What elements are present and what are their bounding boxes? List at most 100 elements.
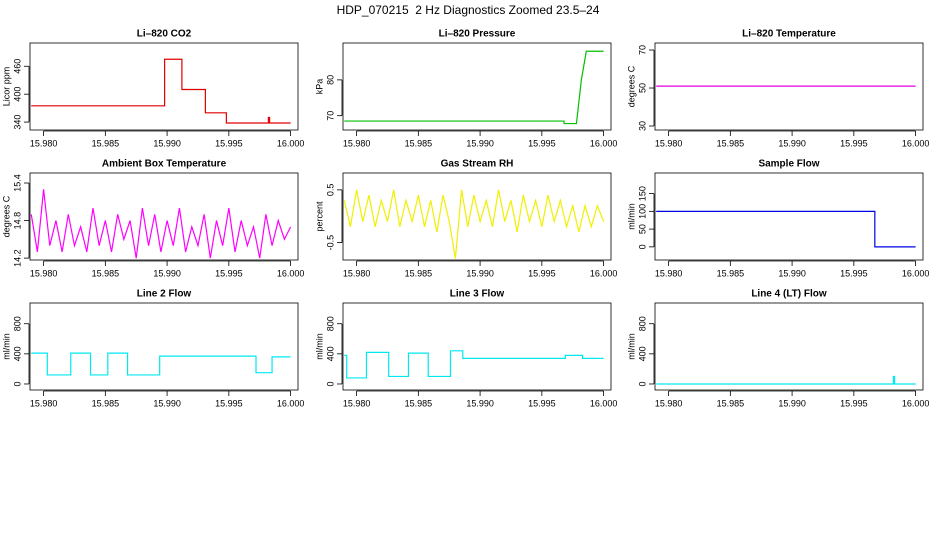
y-tick-label: 80 [325, 75, 335, 85]
x-tick-label: 15.990 [153, 268, 181, 278]
panel-title: Sample Flow [758, 159, 819, 170]
panel-title: Line 3 Flow [450, 289, 505, 300]
x-tick-label: 15.995 [215, 138, 243, 148]
x-tick-label: 15.995 [528, 398, 556, 408]
plot-area [344, 350, 604, 379]
plot-frame [342, 302, 612, 391]
x-tick-label: 15.990 [466, 138, 494, 148]
panel: Line 3 Flow 15.980 15.985 15.990 15.995 16.00… [314, 289, 617, 409]
x-tick-label: 15.980 [30, 398, 58, 408]
y-axis-label: Licor ppm [1, 67, 11, 107]
page-title: HDP_070215 2 Hz Diagnostics Zoomed 23.5–… [337, 3, 600, 17]
y-tick-label: 50 [637, 224, 647, 234]
y-axis-label: kPa [314, 79, 324, 95]
panel-title: Li–820 CO2 [137, 29, 192, 40]
x-tick-label: 15.985 [92, 138, 120, 148]
panel: Li–820 CO2 15.980 15.985 15.990 15.995 16.000… [1, 29, 304, 149]
x-tick-label: 15.980 [30, 268, 58, 278]
panel-title: Li–820 Temperature [742, 29, 836, 40]
x-tick-label: 16.000 [277, 138, 305, 148]
panel-title: Ambient Box Temperature [102, 159, 227, 170]
data-line [343, 189, 605, 259]
plot-frame [654, 42, 924, 131]
panel-title: Line 2 Flow [137, 289, 192, 300]
x-tick-label: 15.980 [343, 398, 371, 408]
y-axis-label: degrees C [626, 65, 636, 107]
y-tick-label: 14.2 [12, 249, 22, 267]
plot-frame [29, 42, 299, 131]
x-tick-label: 15.985 [405, 268, 433, 278]
y-tick-label: 400 [325, 346, 335, 361]
plot-area [656, 375, 916, 385]
x-tick-label: 16.000 [902, 268, 930, 278]
x-tick-label: 16.000 [277, 398, 305, 408]
y-axis-label: ml/min [314, 333, 324, 360]
panel: Li–820 Pressure 15.980 15.985 15.990 15.995 1… [314, 29, 617, 149]
y-tick-label: 70 [637, 45, 647, 55]
panel: Sample Flow 15.980 15.985 15.990 15.995 16.00… [626, 159, 929, 279]
x-tick-label: 15.985 [92, 268, 120, 278]
x-tick-label: 15.985 [405, 398, 433, 408]
x-tick-label: 16.000 [902, 398, 930, 408]
x-tick-label: 16.000 [277, 268, 305, 278]
x-tick-label: 15.990 [778, 398, 806, 408]
plot-area [656, 210, 916, 248]
panel: Gas Stream RH 15.980 15.985 15.990 15.995 16.… [314, 159, 617, 279]
y-tick-label: 0 [637, 381, 647, 386]
x-tick-label: 16.000 [590, 138, 618, 148]
y-tick-label: 50 [637, 83, 647, 93]
x-tick-label: 15.980 [30, 138, 58, 148]
data-line [30, 189, 292, 259]
x-tick-label: 15.995 [215, 398, 243, 408]
plot-area [344, 50, 604, 125]
y-tick-label: 800 [325, 316, 335, 331]
y-tick-label: 800 [12, 316, 22, 331]
x-tick-label: 15.985 [92, 398, 120, 408]
x-tick-label: 15.980 [343, 268, 371, 278]
y-axis-label: percent [314, 201, 324, 232]
y-tick-label: 150 [637, 186, 647, 201]
x-tick-label: 15.995 [528, 268, 556, 278]
panel: Line 2 Flow 15.980 15.985 15.990 15.995 16.00… [1, 289, 304, 409]
x-tick-label: 15.990 [778, 268, 806, 278]
data-line [656, 375, 916, 385]
y-tick-label: 30 [637, 121, 647, 131]
plot-area [31, 58, 291, 124]
panel: Line 4 (LT) Flow 15.980 15.985 15.990 15.995… [626, 289, 929, 409]
plot-frame [654, 302, 924, 391]
y-tick-label: 14.8 [12, 212, 22, 230]
x-tick-label: 16.000 [590, 268, 618, 278]
y-tick-label: 800 [637, 316, 647, 331]
plot-frame [29, 172, 299, 261]
x-tick-label: 15.990 [153, 138, 181, 148]
x-tick-label: 15.980 [343, 138, 371, 148]
y-axis-label: ml/min [1, 333, 11, 360]
y-tick-label: 400 [637, 346, 647, 361]
x-tick-label: 15.990 [466, 398, 494, 408]
y-tick-label: 340 [12, 115, 22, 130]
panel: Ambient Box Temperature 15.980 15.985 15.99… [1, 159, 304, 279]
x-tick-label: 15.990 [153, 398, 181, 408]
plot-frame [342, 172, 612, 261]
data-line [656, 210, 916, 248]
y-axis-label: degrees C [1, 195, 11, 237]
x-tick-label: 15.990 [778, 138, 806, 148]
y-tick-label: 400 [12, 87, 22, 102]
y-tick-label: 0 [637, 244, 647, 249]
y-tick-label: 460 [12, 59, 22, 74]
panel-title: Line 4 (LT) Flow [751, 289, 827, 300]
data-line [31, 58, 291, 124]
y-tick-label: 0.5 [325, 184, 335, 197]
y-tick-label: 15.4 [12, 174, 22, 192]
data-line [344, 350, 604, 379]
data-line [31, 352, 291, 376]
x-tick-label: 15.985 [717, 138, 745, 148]
panel-title: Li–820 Pressure [439, 29, 516, 40]
x-tick-label: 15.985 [717, 268, 745, 278]
panel-title: Gas Stream RH [441, 159, 514, 170]
x-tick-label: 16.000 [590, 398, 618, 408]
x-tick-label: 15.990 [466, 268, 494, 278]
x-tick-label: 15.985 [405, 138, 433, 148]
data-line [344, 50, 604, 125]
